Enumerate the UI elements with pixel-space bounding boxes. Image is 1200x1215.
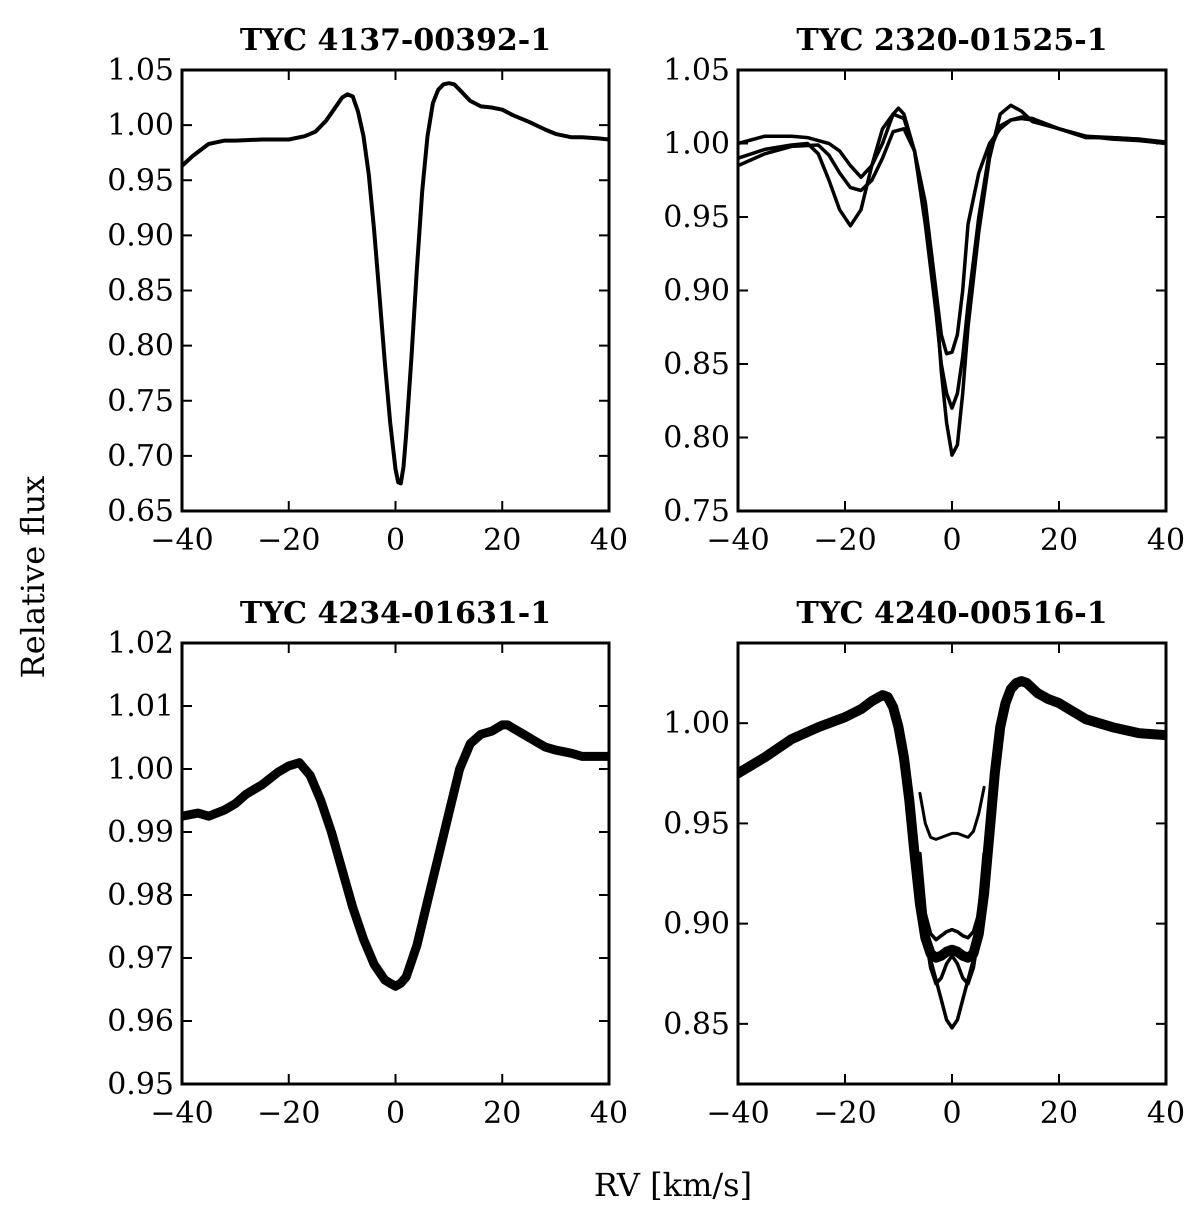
y-tick-label: 1.05 — [663, 53, 730, 88]
y-tick-label: 1.00 — [663, 127, 730, 162]
y-tick-label: 0.90 — [663, 274, 730, 309]
panel-title: TYC 4234-01631-1 — [240, 596, 551, 631]
x-tick-label: −20 — [257, 1096, 320, 1131]
panel-4: TYC 4240-00516-1 −40 −20 0 20 40 0.85 0.90 0.95 1… — [663, 596, 1185, 1131]
y-tick-label: 1.05 — [107, 53, 174, 88]
y-tick-label: 0.85 — [107, 274, 174, 309]
y-tick-label: 0.65 — [107, 494, 174, 529]
y-tick-label: 0.95 — [107, 1067, 174, 1102]
x-tick-label: −40 — [150, 1096, 213, 1131]
panel-title: TYC 4240-00516-1 — [796, 596, 1107, 631]
y-tick-label: 0.85 — [663, 347, 730, 382]
y-tick-label: 1.01 — [107, 689, 174, 724]
y-tick-label: 0.80 — [107, 329, 174, 364]
x-tick-label: 0 — [942, 523, 961, 558]
x-axis-label: RV [km/s] — [594, 1166, 752, 1204]
y-tick-label: 0.98 — [107, 878, 174, 913]
y-tick-label: 0.90 — [663, 907, 730, 942]
x-tick-label: −20 — [813, 1096, 876, 1131]
panel-3: TYC 4234-01631-1 −40 −20 0 20 40 0.95 0.96 0.97 0… — [107, 596, 628, 1131]
series-line-2 — [738, 115, 1166, 356]
panel-2: TYC 2320-01525-1 −40 −20 0 20 40 0.75 0.80 0.85 0… — [663, 23, 1185, 558]
panel-title: TYC 4137-00392-1 — [240, 23, 551, 58]
series-group — [182, 720, 609, 991]
y-tick-label: 1.02 — [107, 626, 174, 661]
series-line-1 — [738, 103, 1166, 457]
series-group — [738, 103, 1166, 457]
x-tick-label: 0 — [386, 523, 405, 558]
series-line-3 — [738, 106, 1166, 410]
x-tick-label: −40 — [706, 1096, 769, 1131]
panel-title: TYC 2320-01525-1 — [796, 23, 1107, 58]
x-tick-label: 40 — [590, 523, 628, 558]
x-tick-label: 20 — [483, 523, 521, 558]
y-tick-label: 0.95 — [663, 200, 730, 235]
panel-1: TYC 4137-00392-1 −40 −20 0 20 40 0.65 0.70 0.75 0… — [107, 23, 628, 558]
plot-frame — [736, 641, 1168, 1086]
x-tick-label: 40 — [1147, 523, 1185, 558]
x-tick-label: −20 — [257, 523, 320, 558]
series-line-5 — [918, 881, 986, 986]
y-tick-label: 0.70 — [107, 439, 174, 474]
x-tick-label: 20 — [483, 1096, 521, 1131]
x-tick-label: 0 — [386, 1096, 405, 1131]
y-tick-label: 0.97 — [107, 941, 174, 976]
y-tick-label: 1.00 — [107, 752, 174, 787]
series-line-1 — [182, 720, 609, 991]
x-tick-label: 20 — [1040, 523, 1078, 558]
y-tick-label: 0.75 — [107, 384, 174, 419]
y-tick-label: 0.80 — [663, 421, 730, 456]
x-tick-label: −20 — [813, 523, 876, 558]
y-tick-label: 1.00 — [663, 706, 730, 741]
y-tick-label: 0.99 — [107, 815, 174, 850]
plot-frame — [736, 68, 1168, 513]
x-tick-label: −40 — [150, 523, 213, 558]
y-tick-label: 0.95 — [663, 806, 730, 841]
y-tick-label: 0.90 — [107, 218, 174, 253]
y-tick-label: 1.00 — [107, 108, 174, 143]
x-tick-label: −40 — [706, 523, 769, 558]
series-line-4 — [918, 871, 986, 942]
x-tick-label: 0 — [942, 1096, 961, 1131]
y-tick-label: 0.96 — [107, 1004, 174, 1039]
series-group — [182, 81, 609, 486]
x-tick-label: 40 — [590, 1096, 628, 1131]
y-tick-label: 0.75 — [663, 494, 730, 529]
series-group — [738, 676, 1166, 1030]
series-line-2 — [918, 785, 986, 841]
series-line-1 — [182, 81, 609, 486]
y-axis-label: Relative flux — [14, 476, 52, 679]
x-tick-label: 40 — [1147, 1096, 1185, 1131]
plot-frame — [180, 68, 611, 513]
y-tick-label: 0.95 — [107, 163, 174, 198]
y-tick-label: 0.85 — [663, 1007, 730, 1042]
x-tick-label: 20 — [1040, 1096, 1078, 1131]
plot-frame — [180, 641, 611, 1086]
series-line-3 — [918, 851, 986, 1030]
series-line-1 — [738, 676, 1166, 963]
